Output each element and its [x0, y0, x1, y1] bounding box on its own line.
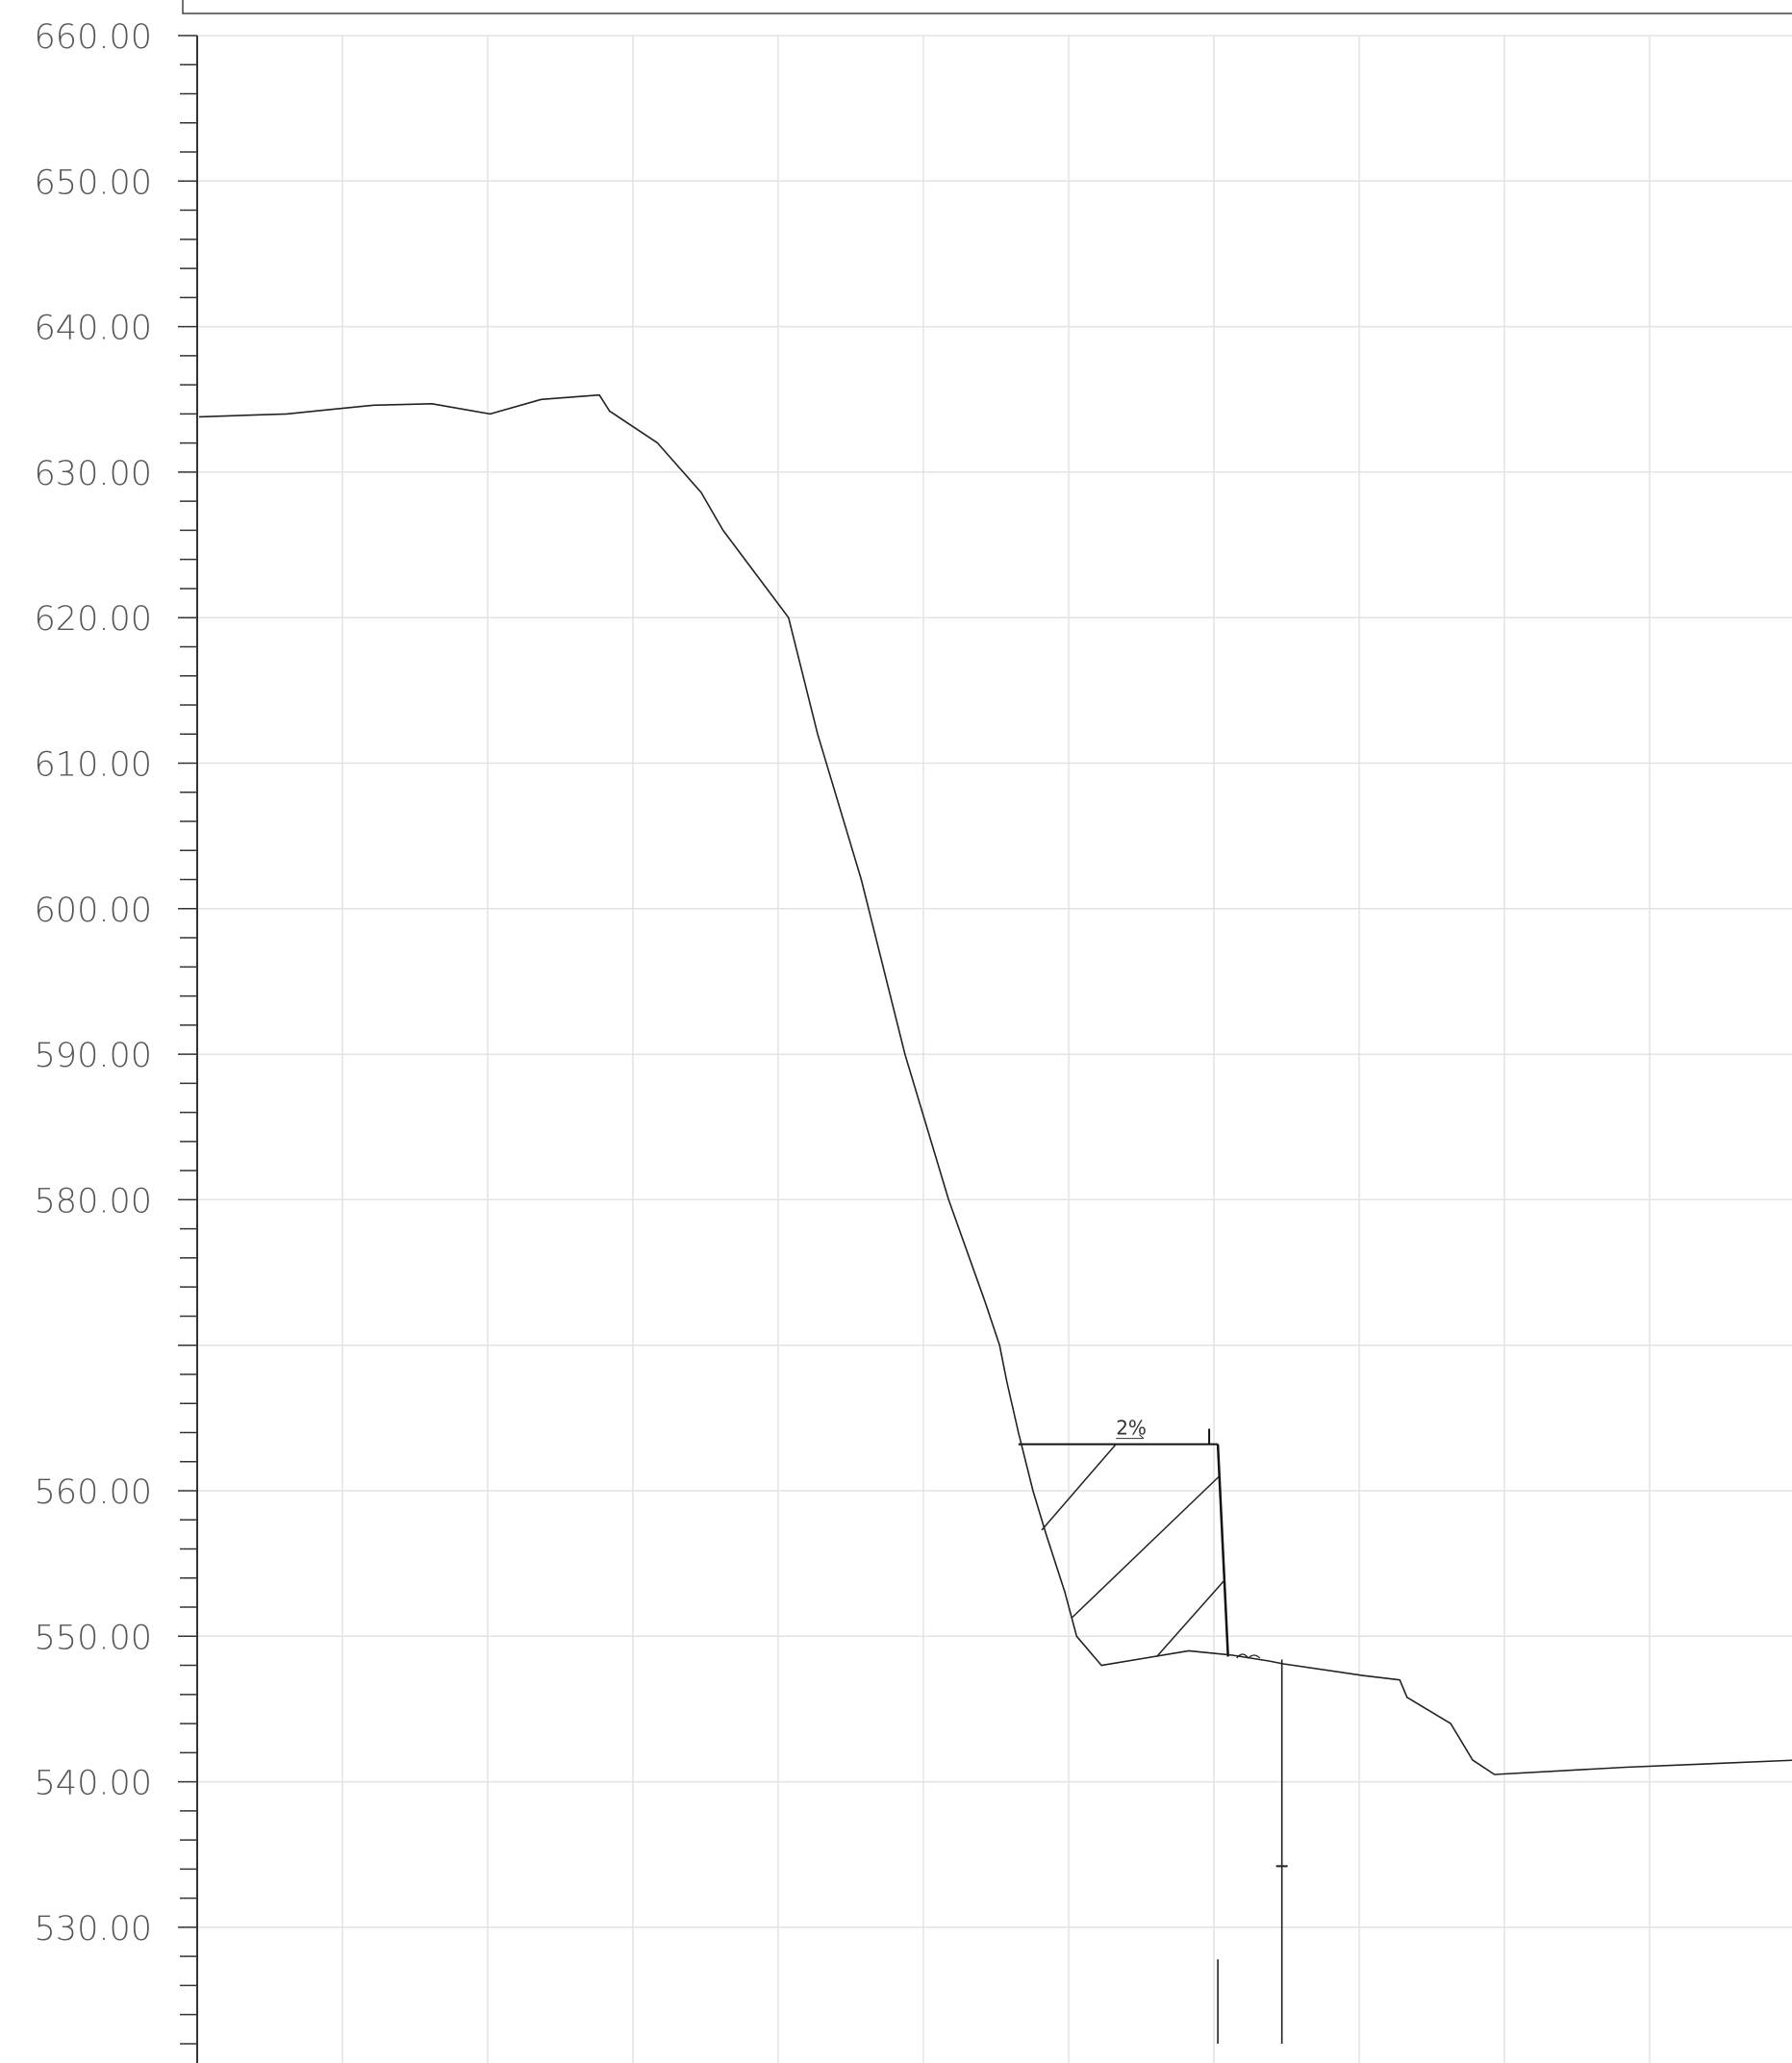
tick-label: 590.00 — [35, 1037, 152, 1075]
frame-border — [182, 0, 1792, 14]
tick-label: 650.00 — [35, 164, 152, 202]
hatch-line — [1072, 1475, 1221, 1619]
tick-label: 630.00 — [35, 455, 152, 493]
hatch-line — [1041, 1444, 1117, 1531]
profile-line — [198, 393, 1792, 1775]
cut-section: 2% — [1018, 1417, 1229, 1657]
wall-line — [1216, 1444, 1229, 1657]
tick-label: 530.00 — [35, 1910, 152, 1949]
elevation-tick-labels: 660.00 650.00 640.00 630.00 620.00 610.00 600.… — [35, 18, 152, 1949]
tick-label: 580.00 — [35, 1182, 152, 1220]
grid-lines — [197, 35, 1792, 2063]
hatch-line — [1155, 1578, 1226, 1657]
tick-label: 620.00 — [35, 600, 152, 639]
tick-label: 610.00 — [35, 746, 152, 785]
slope-arrow-head — [1139, 1434, 1145, 1439]
tick-label: 540.00 — [35, 1765, 152, 1803]
tick-label: 640.00 — [35, 310, 152, 348]
tick-label: 600.00 — [35, 892, 152, 930]
tick-label: 560.00 — [35, 1473, 152, 1512]
title-block-frame — [182, 0, 1792, 14]
vertical-markers — [1217, 1659, 1288, 2044]
slope-label: 2% — [1116, 1417, 1147, 1440]
elevation-axis — [178, 35, 198, 2063]
tick-label: 550.00 — [35, 1619, 152, 1657]
ground-profile — [198, 393, 1792, 1775]
tick-label: 660.00 — [35, 18, 152, 57]
profile-detail — [1236, 1653, 1261, 1659]
